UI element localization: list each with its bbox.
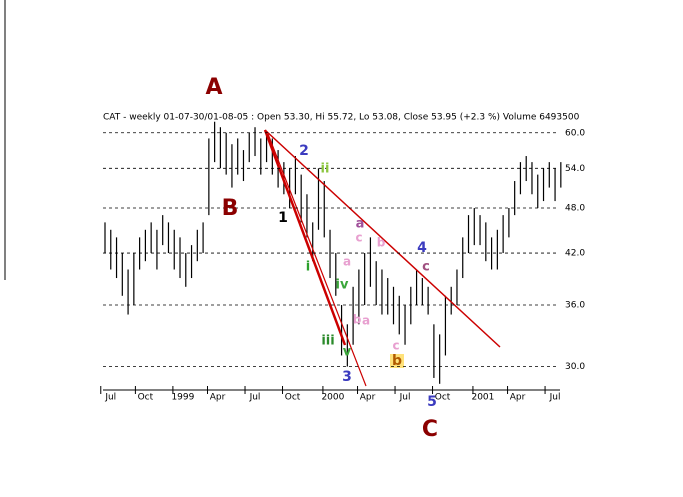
y-tick-label: 30.0 <box>565 362 585 372</box>
wave-label: A <box>205 75 222 100</box>
wave-label: a <box>343 255 351 269</box>
x-tick-label: Jul <box>104 393 116 403</box>
wave-label: iii <box>321 334 334 349</box>
wave-label: b <box>353 313 362 327</box>
wave-label: ii <box>321 162 330 177</box>
highlight <box>390 354 404 368</box>
wave-label: b <box>392 353 402 369</box>
x-tick-label: 2000 <box>321 393 344 403</box>
x-tick-label: Jul <box>399 393 411 403</box>
wave-label: c <box>422 260 430 275</box>
y-tick-label: 54.0 <box>565 164 585 174</box>
x-tick-label: Apr <box>510 393 526 403</box>
x-tick-label: Oct <box>138 393 154 403</box>
wave-label: iv <box>336 278 349 293</box>
wave-label: B <box>222 196 239 221</box>
wave-label: b <box>377 236 386 250</box>
wave-label: a <box>356 217 365 232</box>
wave-label: 5 <box>427 394 437 410</box>
wave-label: v <box>343 345 352 360</box>
x-tick-label: Jul <box>249 393 261 403</box>
wave-label: 4 <box>417 240 427 256</box>
wave-label: 1 <box>278 210 288 226</box>
x-tick-label: Oct <box>285 393 301 403</box>
wave-label: C <box>422 417 438 442</box>
trend-line <box>267 133 367 387</box>
y-tick-label: 48.0 <box>565 204 585 214</box>
x-tick-label: 1999 <box>171 393 194 403</box>
trend-line <box>263 129 347 346</box>
wave-label: 3 <box>342 369 352 385</box>
wave-label: c <box>355 231 362 245</box>
x-tick-label: 2001 <box>471 393 494 403</box>
x-tick-label: Apr <box>210 393 226 403</box>
wave-label: i <box>306 260 310 275</box>
x-tick-label: Oct <box>435 393 451 403</box>
trend-line <box>264 129 501 348</box>
x-tick-label: Jul <box>549 393 561 403</box>
wave-label: c <box>392 339 399 353</box>
y-tick-label: 42.0 <box>565 249 585 259</box>
wave-label: 2 <box>299 143 309 159</box>
chart-title: CAT - weekly 01-07-30/01-08-05 : Open 53… <box>103 113 580 123</box>
y-tick-label: 36.0 <box>565 301 585 311</box>
y-tick-label: 60.0 <box>565 128 585 138</box>
x-tick-label: Apr <box>360 393 376 403</box>
wave-label: a <box>362 314 370 328</box>
